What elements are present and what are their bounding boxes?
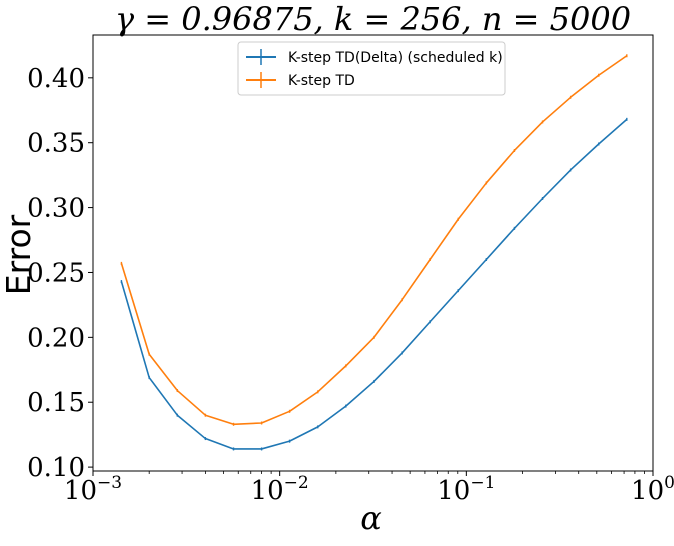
legend-box (237, 41, 506, 96)
y-tick-label: 0.25 (27, 258, 85, 288)
legend: K-step TD(Delta) (scheduled k) K-step TD (237, 41, 506, 96)
chart-title: γ = 0.96875, k = 256, n = 5000 (115, 0, 631, 38)
series-line-1 (120, 55, 628, 426)
y-tick-label: 0.10 (27, 453, 85, 483)
y-axis-label: Error (0, 214, 38, 295)
x-tick-label: 10−2 (251, 473, 309, 506)
legend-label-1: K-step TD (288, 73, 355, 89)
x-tick-label: 10−3 (64, 473, 122, 506)
series-layer (120, 54, 628, 451)
x-axis-label: α (360, 499, 382, 537)
series-line-0 (120, 118, 628, 450)
axis-ticks: 0.10 0.15 0.20 0.25 0.30 0.35 0.40 10−3 10−2 10−1… (27, 64, 674, 506)
y-tick-label: 0.30 (27, 194, 85, 224)
y-tick-label: 0.35 (27, 129, 85, 159)
x-tick-label: 100 (631, 473, 674, 506)
x-tick-label: 10−1 (437, 473, 495, 506)
y-tick-label: 0.40 (27, 64, 85, 94)
legend-label-0: K-step TD(Delta) (scheduled k) (288, 50, 503, 66)
y-tick-label: 0.20 (27, 323, 85, 353)
plot-area (92, 34, 654, 472)
y-tick-label: 0.15 (27, 388, 85, 418)
